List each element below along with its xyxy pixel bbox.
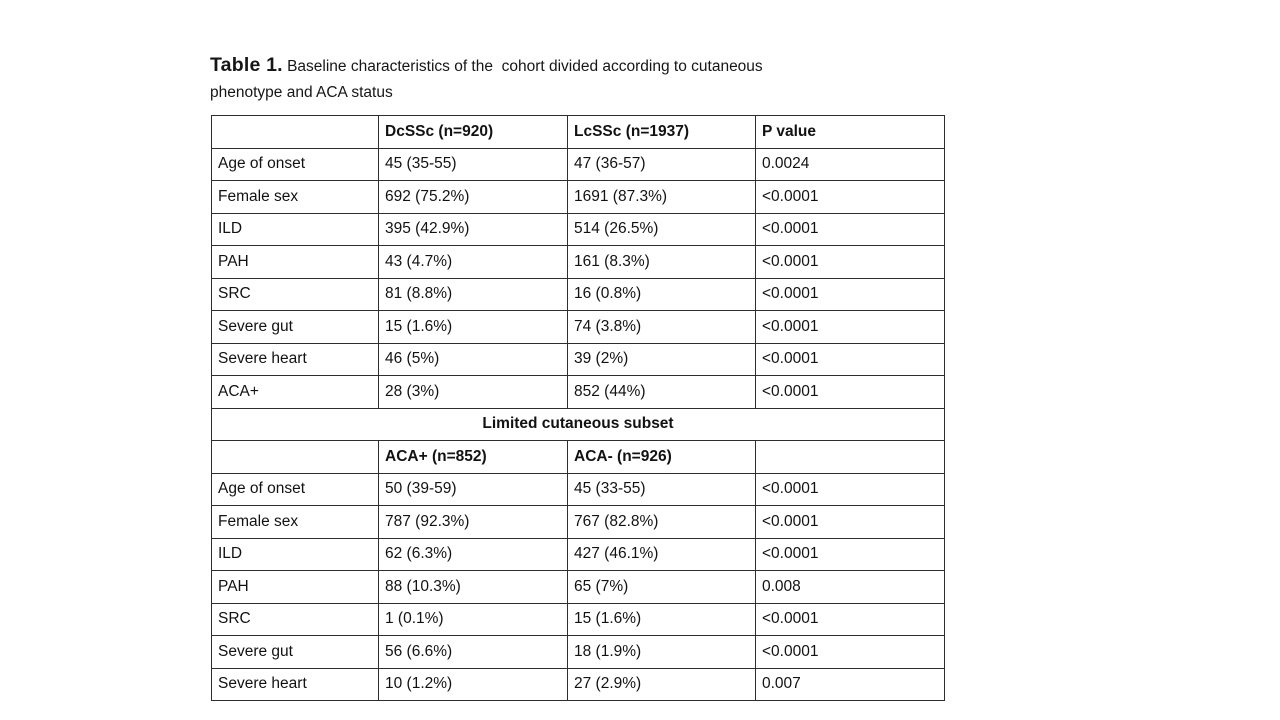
value-cell: 50 (39-59) <box>378 472 568 506</box>
row-label-cell: Severe gut <box>211 635 379 669</box>
row-label-cell: ILD <box>211 212 379 246</box>
value-cell: 46 (5%) <box>378 342 568 376</box>
table-row: ACA+ 28 (3%) 852 (44%) <0.0001 <box>211 375 945 409</box>
value-cell: 65 (7%) <box>567 570 756 604</box>
row-label-cell: Female sex <box>211 505 379 539</box>
value-cell: 514 (26.5%) <box>567 212 756 246</box>
table-row: Severe heart 46 (5%) 39 (2%) <0.0001 <box>211 342 945 376</box>
table-row: Age of onset 50 (39-59) 45 (33-55) <0.0001 <box>211 472 945 506</box>
p-value-cell: <0.0001 <box>755 375 945 409</box>
table-row: SRC 81 (8.8%) 16 (0.8%) <0.0001 <box>211 277 945 311</box>
p-value-cell: <0.0001 <box>755 342 945 376</box>
value-cell: 88 (10.3%) <box>378 570 568 604</box>
value-cell: 787 (92.3%) <box>378 505 568 539</box>
p-value-cell: <0.0001 <box>755 505 945 539</box>
value-cell: 15 (1.6%) <box>378 310 568 344</box>
p-value-cell: <0.0001 <box>755 635 945 669</box>
value-cell: 692 (75.2%) <box>378 180 568 214</box>
table-caption-label: Table 1. <box>210 53 283 76</box>
value-cell: 767 (82.8%) <box>567 505 756 539</box>
value-cell: 15 (1.6%) <box>567 602 756 636</box>
value-cell: 39 (2%) <box>567 342 756 376</box>
value-cell: 74 (3.8%) <box>567 310 756 344</box>
row-label-cell: Age of onset <box>211 472 379 506</box>
p-value-cell: 0.008 <box>755 570 945 604</box>
section-title: Limited cutaneous subset <box>211 407 945 441</box>
p-value-cell: <0.0001 <box>755 310 945 344</box>
table-row: PAH 88 (10.3%) 65 (7%) 0.008 <box>211 570 945 604</box>
row-label-cell: PAH <box>211 570 379 604</box>
p-value-cell: 0.007 <box>755 667 945 701</box>
p-value-cell: 0.0024 <box>755 147 945 181</box>
p-value-cell: <0.0001 <box>755 472 945 506</box>
value-cell: 45 (35-55) <box>378 147 568 181</box>
table-row: Severe gut 15 (1.6%) 74 (3.8%) <0.0001 <box>211 310 945 344</box>
p-value-cell: <0.0001 <box>755 537 945 571</box>
row-label-cell: ACA+ <box>211 375 379 409</box>
p-value-cell: <0.0001 <box>755 212 945 246</box>
value-cell: 395 (42.9%) <box>378 212 568 246</box>
section-title-row: Limited cutaneous subset <box>211 407 945 441</box>
value-cell: 1 (0.1%) <box>378 602 568 636</box>
column-header-cell: ACA- (n=926) <box>567 440 756 474</box>
table-row: Age of onset 45 (35-55) 47 (36-57) 0.0024 <box>211 147 945 181</box>
table-row: ILD 395 (42.9%) 514 (26.5%) <0.0001 <box>211 212 945 246</box>
row-label-cell: ILD <box>211 537 379 571</box>
row-label-cell: Age of onset <box>211 147 379 181</box>
p-value-cell: <0.0001 <box>755 277 945 311</box>
value-cell: 427 (46.1%) <box>567 537 756 571</box>
value-cell: 45 (33-55) <box>567 472 756 506</box>
value-cell: 852 (44%) <box>567 375 756 409</box>
header-row: DcSSc (n=920) LcSSc (n=1937) P value <box>211 115 945 149</box>
row-label-cell: PAH <box>211 245 379 279</box>
value-cell: 1691 (87.3%) <box>567 180 756 214</box>
table-row: Female sex 787 (92.3%) 767 (82.8%) <0.0001 <box>211 505 945 539</box>
baseline-characteristics-table: DcSSc (n=920) LcSSc (n=1937) P value Age of… <box>211 115 945 701</box>
value-cell: 28 (3%) <box>378 375 568 409</box>
row-label-cell: SRC <box>211 602 379 636</box>
table-caption: Table 1. Baseline characteristics of the… <box>210 52 900 106</box>
value-cell: 43 (4.7%) <box>378 245 568 279</box>
value-cell: 18 (1.9%) <box>567 635 756 669</box>
table-body: DcSSc (n=920) LcSSc (n=1937) P value Age of… <box>211 115 945 701</box>
value-cell: 56 (6.6%) <box>378 635 568 669</box>
column-header-cell <box>755 440 945 474</box>
row-label-cell: Severe heart <box>211 342 379 376</box>
p-value-cell: <0.0001 <box>755 180 945 214</box>
row-label-cell: Severe heart <box>211 667 379 701</box>
table-row: SRC 1 (0.1%) 15 (1.6%) <0.0001 <box>211 602 945 636</box>
value-cell: 62 (6.3%) <box>378 537 568 571</box>
value-cell: 10 (1.2%) <box>378 667 568 701</box>
value-cell: 27 (2.9%) <box>567 667 756 701</box>
column-header-cell <box>211 440 379 474</box>
value-cell: 161 (8.3%) <box>567 245 756 279</box>
table-caption-line2: phenotype and ACA status <box>210 83 393 101</box>
table-caption-line1: Baseline characteristics of the cohort d… <box>282 57 763 75</box>
column-header-cell: ACA+ (n=852) <box>378 440 568 474</box>
value-cell: 81 (8.8%) <box>378 277 568 311</box>
header-row: ACA+ (n=852) ACA- (n=926) <box>211 440 945 474</box>
table-row: ILD 62 (6.3%) 427 (46.1%) <0.0001 <box>211 537 945 571</box>
column-header-cell <box>211 115 379 149</box>
table-row: Severe heart 10 (1.2%) 27 (2.9%) 0.007 <box>211 667 945 701</box>
column-header-cell: DcSSc (n=920) <box>378 115 568 149</box>
table-row: Female sex 692 (75.2%) 1691 (87.3%) <0.0001 <box>211 180 945 214</box>
column-header-cell: P value <box>755 115 945 149</box>
table-row: PAH 43 (4.7%) 161 (8.3%) <0.0001 <box>211 245 945 279</box>
p-value-cell: <0.0001 <box>755 245 945 279</box>
column-header-cell: LcSSc (n=1937) <box>567 115 756 149</box>
p-value-cell: <0.0001 <box>755 602 945 636</box>
value-cell: 16 (0.8%) <box>567 277 756 311</box>
row-label-cell: Female sex <box>211 180 379 214</box>
row-label-cell: Severe gut <box>211 310 379 344</box>
value-cell: 47 (36-57) <box>567 147 756 181</box>
row-label-cell: SRC <box>211 277 379 311</box>
table-row: Severe gut 56 (6.6%) 18 (1.9%) <0.0001 <box>211 635 945 669</box>
